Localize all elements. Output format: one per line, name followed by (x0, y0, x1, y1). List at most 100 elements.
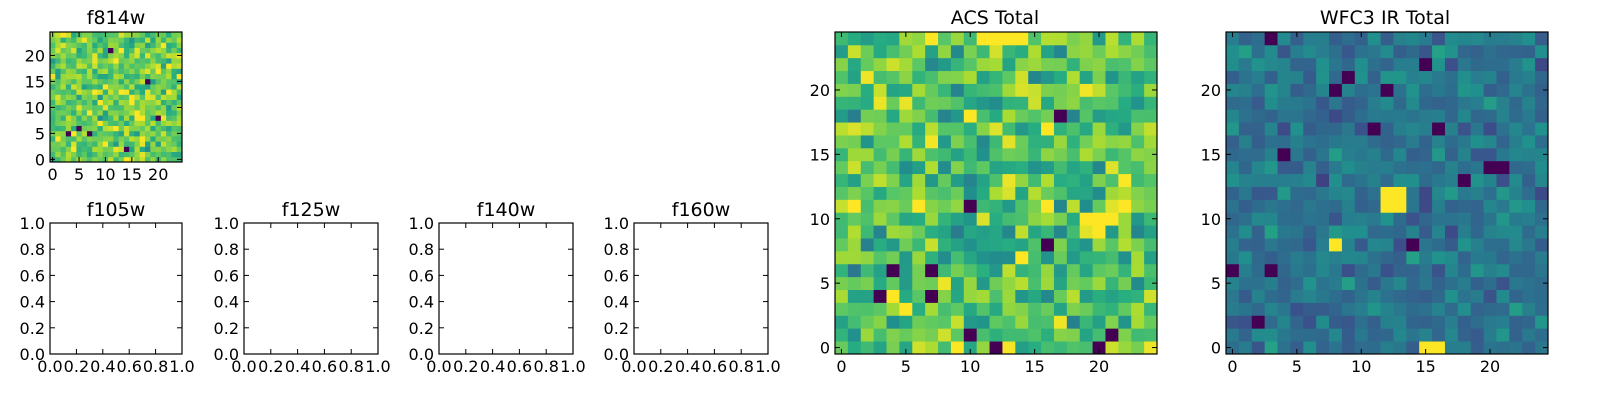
heatmap-cell (129, 115, 135, 121)
heatmap-cell (989, 328, 1003, 342)
heatmap-cell (160, 130, 167, 137)
heatmap-cell (1028, 109, 1042, 123)
heatmap-cell (166, 42, 172, 48)
heatmap-cell (912, 276, 926, 290)
heatmap-cell (139, 141, 146, 147)
heatmap-cell (1496, 302, 1510, 316)
heatmap-cell (92, 115, 98, 121)
heatmap-cell (1092, 109, 1106, 123)
heatmap-cell (1118, 173, 1132, 187)
heatmap-cell (1496, 173, 1510, 187)
heatmap-cell (1238, 302, 1253, 316)
heatmap-cell (176, 58, 183, 64)
heatmap-cell (912, 199, 926, 213)
heatmap-cell (176, 63, 183, 69)
heatmap-cell (145, 110, 151, 116)
heatmap-cell (1406, 135, 1420, 149)
heatmap-cell (976, 302, 990, 316)
heatmap-cell (123, 125, 130, 132)
heatmap-cell (1509, 315, 1523, 329)
heatmap-cell (76, 151, 83, 158)
heatmap-cell (1226, 212, 1240, 226)
heatmap-cell (1432, 70, 1446, 84)
heatmap-cell (118, 32, 125, 38)
heatmap-cell (1144, 44, 1158, 59)
heatmap-cell (176, 99, 183, 106)
heatmap-cell (1251, 328, 1266, 342)
heatmap-cell (963, 83, 978, 97)
heatmap-cell (1041, 160, 1055, 175)
heatmap-cell (1144, 250, 1158, 265)
heatmap-cell (989, 122, 1003, 136)
heatmap-cell (950, 315, 965, 329)
heatmap-cell (1015, 212, 1029, 226)
heatmap-cell (1509, 147, 1523, 162)
x-tick-label: 10 (1351, 357, 1371, 376)
heatmap-cell (1079, 225, 1093, 239)
heatmap-cell (847, 186, 862, 200)
heatmap-cell (1144, 328, 1158, 342)
heatmap-cell (1041, 147, 1055, 162)
heatmap-cell (1131, 109, 1145, 123)
heatmap-cell (76, 125, 83, 132)
heatmap-cell (1406, 160, 1420, 175)
heatmap-cell (1354, 147, 1369, 162)
heatmap-cell (1329, 199, 1343, 213)
heatmap-cell (1367, 44, 1381, 59)
heatmap-cell (86, 104, 93, 111)
heatmap-cell (938, 315, 952, 329)
heatmap-cell (71, 52, 77, 59)
heatmap-cell (989, 225, 1003, 239)
heatmap-cell (1277, 83, 1291, 97)
heatmap-cell (123, 156, 130, 163)
heatmap-cell (860, 263, 875, 278)
heatmap-cell (86, 146, 93, 152)
heatmap-cell (129, 73, 135, 80)
heatmap-cell (847, 212, 862, 226)
heatmap-cell (155, 37, 162, 43)
heatmap-cell (873, 109, 887, 123)
heatmap-cell (1496, 263, 1510, 278)
heatmap-cell (60, 115, 67, 121)
heatmap-cell (65, 42, 72, 48)
heatmap-cell (102, 151, 109, 158)
heatmap-cell (1522, 122, 1536, 136)
heatmap-cell (134, 125, 141, 132)
heatmap-cell (60, 58, 67, 64)
heatmap-cell (1380, 225, 1394, 239)
x-tick-label: 0.8 (533, 357, 558, 376)
heatmap-cell (1041, 135, 1055, 149)
heatmap-cell (123, 47, 130, 54)
heatmap-cell (71, 78, 77, 85)
heatmap-cell (1457, 173, 1472, 187)
heatmap-cell (1522, 238, 1536, 252)
heatmap-cell (886, 135, 900, 149)
heatmap-cell (1341, 199, 1356, 213)
heatmap-cell (1470, 225, 1484, 239)
heatmap-cell (171, 146, 178, 152)
heatmap-cell (1496, 315, 1510, 329)
x-tick-label: 0.2 (64, 357, 89, 376)
heatmap-cell (171, 73, 178, 80)
heatmap-cell (129, 94, 135, 100)
heatmap-cell (1066, 122, 1081, 136)
heatmap-cell (60, 68, 67, 74)
heatmap-cell (171, 89, 178, 95)
y-tick-label: 0.4 (604, 293, 629, 312)
heatmap-cell (113, 32, 120, 38)
heatmap-cell (160, 110, 167, 116)
heatmap-cell (145, 89, 151, 95)
heatmap-cell (176, 136, 183, 142)
heatmap-cell (129, 58, 135, 64)
heatmap-cell (976, 70, 990, 84)
heatmap-cell (1053, 44, 1068, 59)
heatmap-cell (55, 125, 61, 132)
heatmap-cell (1483, 32, 1497, 46)
heatmap-cell (1509, 57, 1523, 72)
heatmap-cell (1406, 225, 1420, 239)
heatmap-cell (65, 47, 72, 54)
heatmap-cell (1393, 341, 1407, 355)
heatmap-cell (113, 42, 120, 48)
heatmap-cell (899, 122, 913, 136)
heatmap-cell (1380, 328, 1394, 342)
